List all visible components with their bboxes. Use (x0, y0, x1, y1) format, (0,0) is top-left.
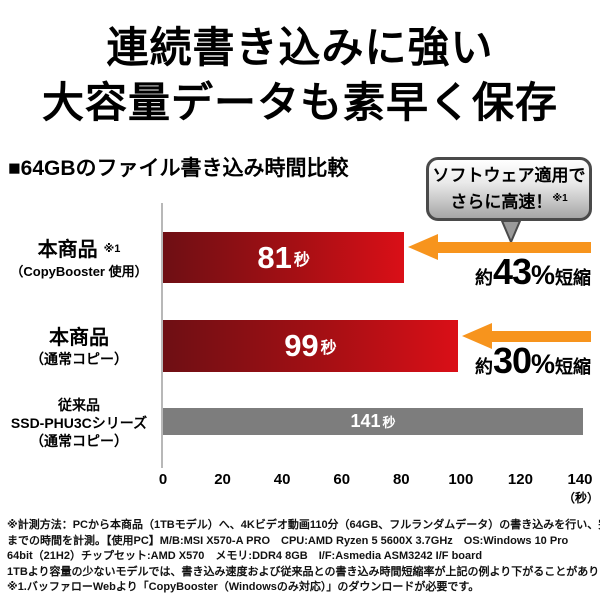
row1-sub: （通常コピー） (30, 351, 128, 367)
reduction-arrow-30 (461, 323, 591, 349)
x-axis-unit-label: （秒） (562, 491, 600, 505)
page-title: 連続書き込みに強い 大容量データも素早く保存 (0, 20, 600, 130)
footnote-line-5: ※1.バッファローWebより「CopyBooster（Windowsのみ対応）」… (7, 581, 480, 593)
callout-line-1: ソフトウェア適用で (432, 166, 586, 186)
bar0-value: 81 (257, 239, 292, 275)
row2-series: SSD-PHU3Cシリーズ (10, 415, 148, 431)
bar2-unit: 秒 (382, 415, 396, 430)
callout-pointer-icon (500, 221, 522, 243)
x-tick-40: 40 (273, 471, 291, 488)
x-tick-60: 60 (333, 471, 351, 488)
x-tick-100: 100 (448, 471, 474, 488)
arrow-body (438, 241, 591, 253)
row2-sub: （通常コピー） (30, 433, 128, 449)
arrow-head-icon (408, 234, 439, 260)
y-axis-line (161, 203, 163, 468)
chart-heading: ■64GBのファイル書き込み時間比較 (8, 157, 349, 180)
x-tick-140: 140 (567, 471, 593, 488)
callout-note-ref: ※1 (552, 193, 568, 205)
arrow-body (491, 330, 591, 342)
footnote-line-2: までの時間を計測。【使用PC】M/B:MSI X570-A PRO CPU:AM… (7, 534, 569, 547)
bar-normal-copy: 99 秒 (163, 320, 458, 372)
reduction-text-30: 約 30% 短縮 (474, 340, 591, 381)
x-tick-0: 0 (158, 471, 168, 488)
row1-name: 本商品 (49, 327, 109, 349)
row0-name: 本商品 (37, 239, 98, 261)
bar-legacy: 141 秒 (163, 408, 583, 435)
footnotes: ※計測方法：PCから本商品（1TBモデル）へ、4Kビデオ動画110分（64GB、… (7, 518, 600, 596)
row0-sub: （CopyBooster 使用） (10, 264, 148, 279)
row2-name: 従来品 (58, 397, 100, 413)
bar-label-copybooster: 本商品 ※1 （CopyBooster 使用） (0, 237, 158, 281)
speed-callout-bubble: ソフトウェア適用で さらに高速！※1 (426, 157, 592, 221)
footnote-line-4: 1TBより容量の少ないモデルでは、書き込み速度および従来品との書き込み時間短縮率… (7, 565, 600, 578)
footnote-line-3: 64bit（21H2）チップセット:AMD X570 メモリ:DDR4 8GB … (7, 550, 483, 562)
footnote-line-1: ※計測方法：PCから本商品（1TBモデル）へ、4Kビデオ動画110分（64GB、… (7, 519, 600, 531)
callout-line-2: さらに高速！※1 (450, 192, 568, 212)
bar1-unit: 秒 (320, 340, 337, 357)
reduction-text-43: 約 43% 短縮 (474, 251, 591, 292)
x-tick-80: 80 (392, 471, 410, 488)
bar-copybooster: 81 秒 (163, 232, 405, 283)
bar0-unit: 秒 (293, 251, 310, 269)
title-line-1: 連続書き込みに強い (106, 24, 494, 71)
x-tick-20: 20 (214, 471, 231, 488)
row0-note-ref: ※1 (103, 243, 121, 255)
arrow-head-icon (461, 323, 492, 349)
bar2-value: 141 (350, 411, 381, 431)
x-tick-120: 120 (507, 471, 533, 488)
bar1-value: 99 (284, 328, 319, 363)
bar-label-legacy: 従来品 SSD-PHU3Cシリーズ （通常コピー） (0, 396, 158, 450)
bar-label-normal-copy: 本商品 （通常コピー） (0, 326, 158, 369)
reduction-arrow-43 (408, 234, 591, 260)
title-line-2: 大容量データも素早く保存 (41, 79, 558, 126)
